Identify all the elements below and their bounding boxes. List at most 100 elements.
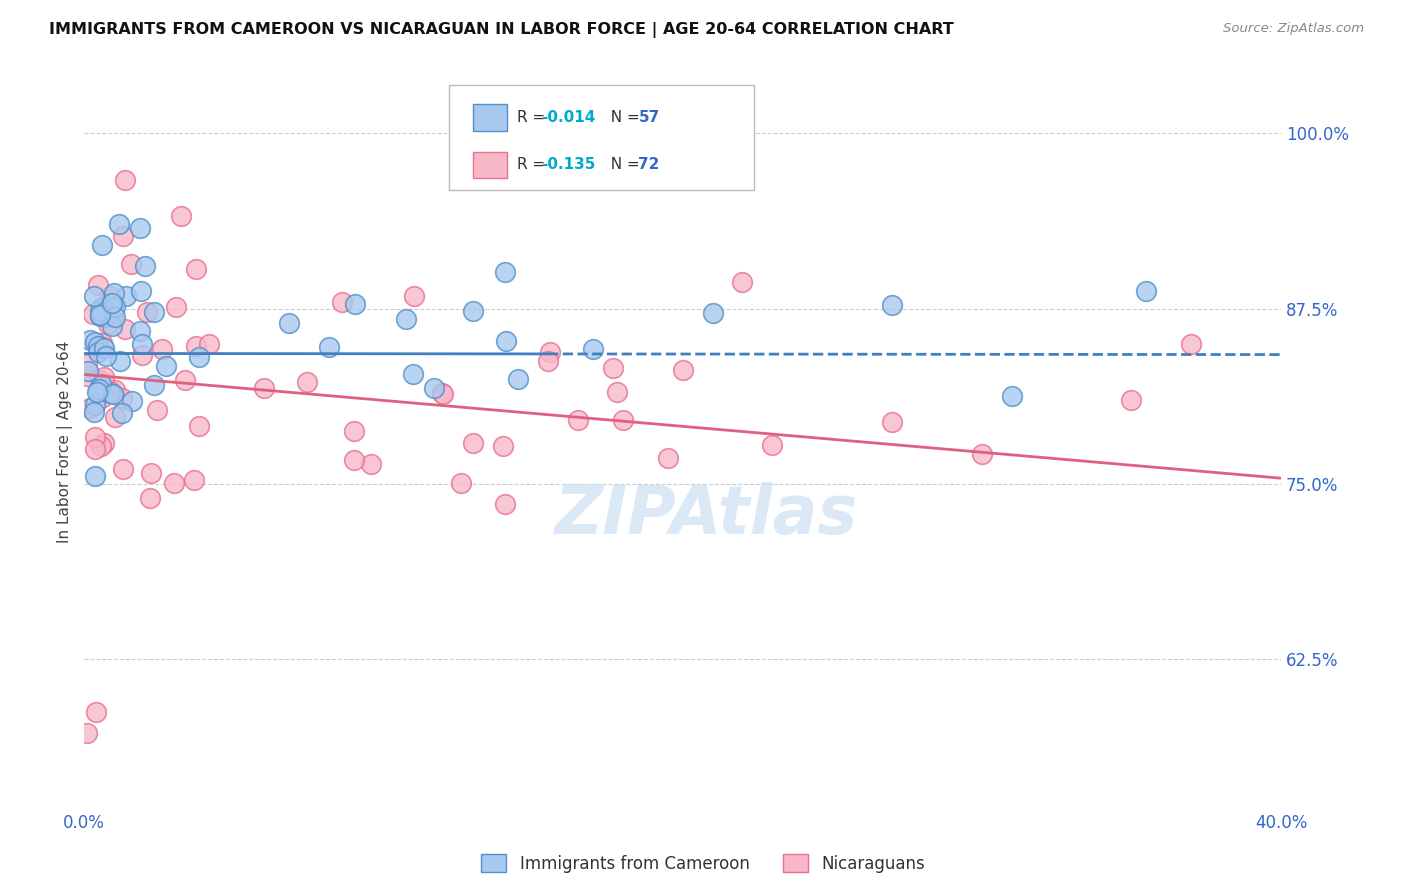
Point [90,238,112,252]
Point [84,469,107,483]
Point [131,348,153,362]
Point [90,301,112,315]
Point [463,436,485,450]
Point [612,413,634,427]
Point [395,312,418,326]
Point [89,309,111,323]
Point [538,344,561,359]
Point [602,361,624,376]
Point [79,401,101,416]
Point [970,447,993,461]
Point [432,386,454,401]
Text: -0.135: -0.135 [541,157,596,172]
Point [87,339,110,353]
Point [90,376,112,391]
Point [184,261,207,276]
Point [136,305,159,319]
Point [277,316,299,330]
Point [163,475,186,490]
Point [134,260,156,274]
Point [90,336,112,351]
Text: IMMIGRANTS FROM CAMEROON VS NICARAGUAN IN LABOR FORCE | AGE 20-64 CORRELATION CH: IMMIGRANTS FROM CAMEROON VS NICARAGUAN I… [49,22,953,38]
Point [343,452,366,467]
Point [84,398,107,412]
Point [344,296,367,310]
Point [404,289,426,303]
Point [112,462,135,476]
Point [131,337,153,351]
Point [880,298,903,312]
Text: R =: R = [517,157,551,172]
Point [111,392,134,406]
Point [84,442,107,457]
Point [103,386,125,401]
Point [104,310,127,325]
Text: N =: N = [602,157,645,172]
Point [187,419,209,434]
Point [138,491,160,505]
Point [100,296,122,310]
Point [120,257,142,271]
Point [101,319,124,334]
Point [97,317,120,331]
Point [170,209,193,223]
Point [761,438,783,452]
Point [104,300,127,314]
Point [582,343,605,357]
Text: 57: 57 [638,110,659,125]
Point [187,350,209,364]
Point [82,306,104,320]
Point [91,340,114,354]
Point [115,289,138,303]
Point [89,304,111,318]
Point [186,339,208,353]
Point [90,439,112,453]
Point [1121,393,1143,408]
Point [155,359,177,373]
Point [295,375,318,389]
Point [93,376,115,390]
Point [672,363,695,377]
FancyBboxPatch shape [450,85,755,190]
Point [79,333,101,347]
Point [330,295,353,310]
Point [165,301,187,315]
Point [101,310,124,324]
Point [98,289,121,303]
Point [104,409,127,424]
Point [146,403,169,417]
Point [93,436,115,450]
Point [83,289,105,303]
Point [76,726,98,740]
Point [657,450,679,465]
Point [495,334,517,348]
Point [121,394,143,409]
Point [142,378,165,392]
Point [94,310,117,325]
Point [114,173,136,187]
Point [114,322,136,336]
Point [93,342,115,356]
Point [731,275,754,289]
Point [139,466,162,480]
Point [432,385,454,400]
Point [129,324,152,338]
Point [402,367,425,381]
Point [129,220,152,235]
Legend: Immigrants from Cameroon, Nicaraguans: Immigrants from Cameroon, Nicaraguans [474,847,932,880]
Point [183,473,205,487]
Point [83,430,105,444]
Point [91,390,114,404]
Point [506,371,529,385]
Point [98,386,121,401]
FancyBboxPatch shape [474,152,506,178]
Point [463,303,485,318]
Y-axis label: In Labor Force | Age 20-64: In Labor Force | Age 20-64 [58,341,73,543]
Point [98,384,121,398]
Point [494,497,516,511]
Point [84,335,107,350]
Point [318,340,340,354]
FancyBboxPatch shape [474,104,506,130]
Point [1135,285,1157,299]
Text: Source: ZipAtlas.com: Source: ZipAtlas.com [1223,22,1364,36]
